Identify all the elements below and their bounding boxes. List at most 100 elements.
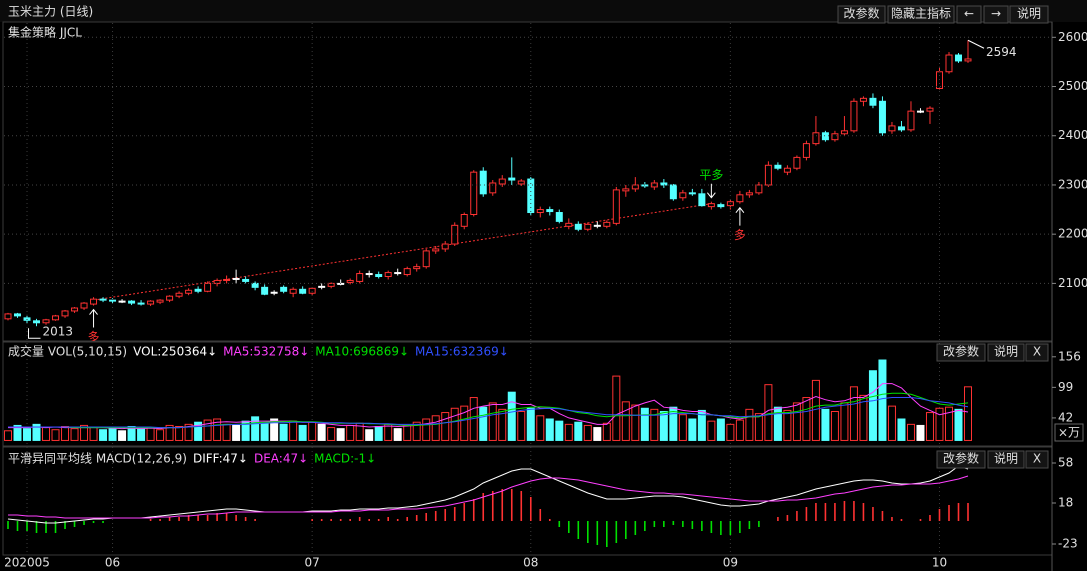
y-tick-label: 156 bbox=[1058, 349, 1081, 363]
button-label[interactable]: 说明 bbox=[994, 344, 1018, 359]
button[interactable] bbox=[887, 5, 955, 24]
volume-bar bbox=[555, 420, 564, 441]
macd-bar bbox=[720, 521, 722, 535]
macd-bar bbox=[777, 517, 779, 521]
button-label[interactable]: X bbox=[1033, 452, 1041, 466]
y-tick-label: 42 bbox=[1058, 410, 1073, 424]
indicator-label: MA15:632369↓ bbox=[415, 345, 509, 359]
macd-bar bbox=[349, 519, 351, 521]
indicator-line bbox=[8, 397, 969, 429]
button[interactable] bbox=[987, 450, 1025, 469]
candle-body bbox=[669, 184, 677, 200]
volume-bar bbox=[916, 424, 925, 441]
volume-bar bbox=[735, 419, 744, 441]
candle-body bbox=[631, 184, 639, 190]
y-tick-label: 2600 bbox=[1058, 30, 1087, 44]
button-label[interactable]: 隐藏主指标 bbox=[891, 6, 951, 21]
button-label[interactable]: 改参数 bbox=[943, 451, 979, 466]
candle-body bbox=[280, 286, 288, 292]
volume-bar bbox=[783, 409, 792, 441]
candle-body bbox=[318, 285, 326, 288]
macd-bar bbox=[482, 493, 485, 521]
macd-bar bbox=[92, 521, 95, 523]
candle-body bbox=[52, 315, 60, 321]
button-label[interactable]: X bbox=[1033, 345, 1041, 359]
button[interactable] bbox=[956, 5, 982, 24]
signal-label: 多 bbox=[88, 330, 100, 344]
volume-bar bbox=[830, 410, 839, 441]
volume-bar bbox=[773, 406, 782, 441]
volume-bar bbox=[460, 405, 469, 441]
volume-bar bbox=[118, 430, 127, 441]
macd-bar bbox=[16, 521, 19, 531]
x-tick-label: 09 bbox=[723, 556, 738, 570]
button[interactable] bbox=[936, 450, 986, 469]
panel-title: 成交量 VOL(5,10,15) bbox=[8, 344, 127, 359]
candle-body bbox=[308, 287, 316, 294]
volume-bar bbox=[165, 424, 174, 441]
button-label[interactable]: 改参数 bbox=[943, 344, 979, 359]
candle-body bbox=[859, 97, 867, 102]
button[interactable] bbox=[983, 5, 1009, 24]
x-tick-label: 06 bbox=[105, 556, 120, 570]
macd-bar bbox=[358, 517, 361, 521]
candle-body bbox=[356, 273, 364, 282]
candle-body bbox=[840, 130, 848, 135]
macd-bar bbox=[748, 521, 751, 529]
button[interactable] bbox=[1009, 5, 1049, 24]
indicator-label: MA10:696869↓ bbox=[315, 345, 409, 359]
button[interactable] bbox=[1025, 450, 1049, 469]
button[interactable] bbox=[987, 343, 1025, 362]
panel-title: 集金策略 JJCL bbox=[8, 25, 82, 40]
macd-bar bbox=[957, 503, 960, 521]
y-tick-label: 2300 bbox=[1058, 177, 1087, 191]
button-label[interactable]: 改参数 bbox=[843, 6, 879, 21]
y-tick-label: -23 bbox=[1058, 537, 1078, 551]
volume-bar bbox=[298, 424, 307, 441]
button-label[interactable]: 说明 bbox=[1017, 6, 1041, 21]
unit-box bbox=[1054, 423, 1084, 442]
candle-body bbox=[375, 274, 383, 278]
candle-body bbox=[774, 164, 782, 169]
candle-body bbox=[954, 54, 962, 62]
button-label[interactable]: ← bbox=[964, 7, 974, 21]
macd-bar bbox=[948, 505, 950, 521]
button-label[interactable]: 说明 bbox=[994, 451, 1018, 466]
macd-bar bbox=[235, 515, 237, 521]
volume-bar bbox=[678, 414, 687, 441]
volume-bar bbox=[811, 379, 820, 441]
candle-body bbox=[365, 273, 373, 276]
candle-body bbox=[346, 279, 354, 283]
candle-body bbox=[42, 319, 50, 324]
macd-bar bbox=[415, 515, 418, 521]
button[interactable] bbox=[837, 5, 886, 24]
candle-body bbox=[650, 182, 658, 188]
candle-body bbox=[622, 188, 630, 192]
volume-bar bbox=[726, 423, 735, 441]
candle-body bbox=[109, 299, 117, 302]
candle-body bbox=[888, 125, 896, 132]
volume-bar bbox=[327, 427, 336, 441]
macd-bar bbox=[672, 521, 675, 525]
candle-body bbox=[603, 221, 611, 227]
macd-bar bbox=[64, 521, 66, 529]
candle-body bbox=[555, 212, 563, 222]
volume-bar bbox=[821, 408, 830, 441]
candle-body bbox=[907, 110, 915, 131]
volume-bar bbox=[574, 421, 583, 441]
macd-bar bbox=[938, 509, 941, 521]
button-label[interactable]: → bbox=[991, 7, 1001, 21]
button[interactable] bbox=[936, 343, 986, 362]
unit-label: ×万 bbox=[1058, 426, 1080, 440]
macd-bar bbox=[739, 521, 741, 533]
button[interactable] bbox=[1025, 343, 1049, 362]
macd-bar bbox=[691, 521, 694, 529]
candle-body bbox=[403, 268, 411, 276]
macd-bar bbox=[311, 519, 313, 521]
volume-bar bbox=[792, 402, 801, 441]
candle-body bbox=[517, 180, 525, 185]
indicator-label: VOL:250364↓ bbox=[133, 345, 217, 359]
candle-body bbox=[736, 194, 744, 203]
candle-body bbox=[213, 279, 221, 284]
volume-bar bbox=[346, 424, 355, 441]
